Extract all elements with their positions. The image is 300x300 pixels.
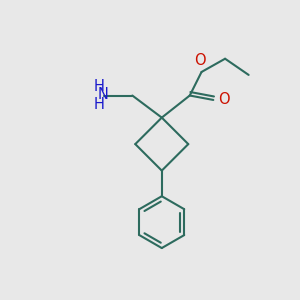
Text: O: O — [219, 92, 230, 107]
Text: H: H — [94, 97, 104, 112]
Text: H: H — [94, 79, 104, 94]
Text: N: N — [98, 87, 108, 102]
Text: O: O — [194, 53, 206, 68]
